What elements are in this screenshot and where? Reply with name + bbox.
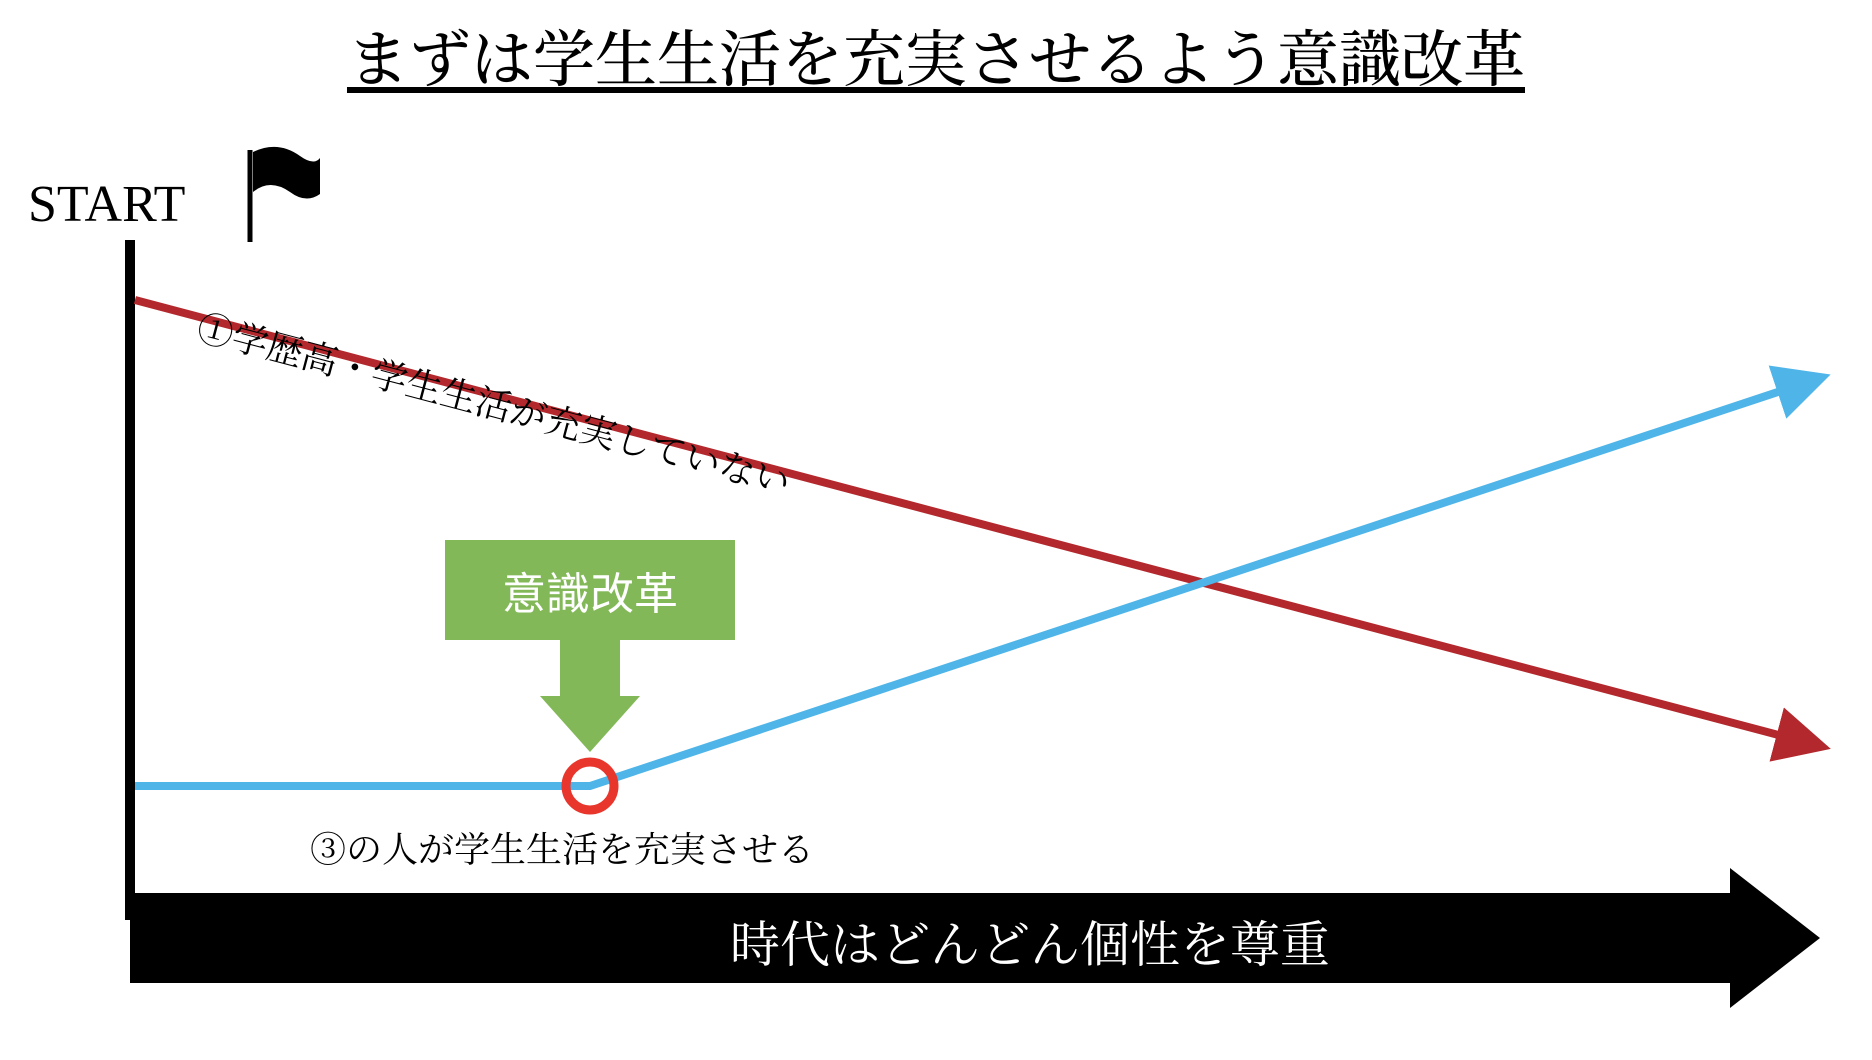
flag-icon: [250, 147, 320, 242]
line-blue-label: ③の人が学生生活を充実させる: [310, 822, 814, 873]
start-label: START: [28, 175, 185, 234]
diagram-svg: [0, 0, 1872, 1060]
callout-label: 意識改革: [445, 540, 735, 640]
x-axis-label: 時代はどんどん個性を尊重: [430, 905, 1630, 977]
line-blue: [135, 378, 1820, 786]
